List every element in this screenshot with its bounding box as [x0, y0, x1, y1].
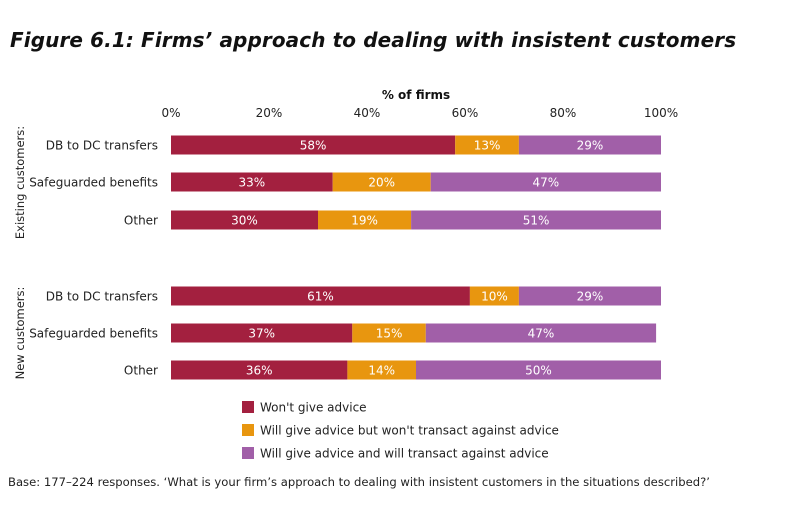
bar-segment: [171, 286, 470, 306]
legend-label: Won't give advice: [260, 401, 367, 415]
bar-data-label: 33%: [239, 176, 266, 190]
bar-segment: [352, 323, 426, 343]
bar-segment: [332, 172, 431, 192]
bar-data-label: 47%: [528, 327, 555, 341]
bar-data-label: 10%: [481, 290, 508, 304]
x-axis-title: % of firms: [382, 88, 450, 102]
bar-data-label: 29%: [577, 139, 604, 153]
x-tick-label: 100%: [644, 106, 678, 120]
figure-title: Figure 6.1: Firms’ approach to dealing w…: [10, 28, 737, 52]
bar-data-label: 50%: [525, 364, 552, 378]
bar-segment: [347, 360, 416, 380]
bar-data-label: 36%: [246, 364, 273, 378]
category-label: DB to DC transfers: [46, 290, 158, 304]
bar-segment: [411, 210, 661, 230]
category-label: DB to DC transfers: [46, 139, 158, 153]
legend-label: Will give advice but won't transact agai…: [260, 424, 559, 438]
bar-segment: [518, 135, 661, 155]
bar-segment: [469, 286, 519, 306]
bar-segment: [171, 323, 353, 343]
stacked-bar-chart: % of firms 0% 20% 40% 60% 80% 100% Existing c…: [13, 88, 678, 461]
category-label: Other: [124, 214, 158, 228]
bars: 58% 13% 29% 33% 20% 47% 30% 19% 51% 61% 10% 29% 37% 1…: [171, 135, 661, 380]
bar-segment: [171, 360, 348, 380]
legend-swatch: [242, 447, 254, 459]
bar-segment: [171, 135, 456, 155]
category-label: Safeguarded benefits: [29, 327, 158, 341]
bar-data-label: 20%: [368, 176, 395, 190]
x-tick-label: 20%: [256, 106, 283, 120]
bar-data-label: 47%: [533, 176, 560, 190]
category-label: Other: [124, 364, 158, 378]
group-label: New customers:: [13, 287, 27, 380]
bar-data-label: 14%: [368, 364, 395, 378]
x-tick-label: 80%: [550, 106, 577, 120]
bar-data-label: 13%: [474, 139, 501, 153]
bar-data-label: 29%: [577, 290, 604, 304]
bar-data-label: 61%: [307, 290, 334, 304]
legend: Won't give advice Will give advice but wo…: [242, 401, 559, 461]
bar-data-label: 37%: [248, 327, 275, 341]
legend-label: Will give advice and will transact again…: [260, 447, 549, 461]
base-note: Base: 177–224 responses. ‘What is your f…: [8, 475, 710, 489]
bar-segment: [425, 323, 657, 343]
bar-data-label: 15%: [376, 327, 403, 341]
bar-data-label: 51%: [523, 214, 550, 228]
x-tick-label: 40%: [354, 106, 381, 120]
x-tick-label: 60%: [452, 106, 479, 120]
bar-segment: [518, 286, 661, 306]
bar-segment: [318, 210, 412, 230]
bar-segment: [455, 135, 519, 155]
bar-data-label: 30%: [231, 214, 258, 228]
bar-data-label: 58%: [300, 139, 327, 153]
bar-data-label: 19%: [351, 214, 378, 228]
bar-segment: [416, 360, 661, 380]
legend-swatch: [242, 401, 254, 413]
legend-swatch: [242, 424, 254, 436]
bar-segment: [171, 210, 318, 230]
x-axis-ticks: 0% 20% 40% 60% 80% 100%: [161, 106, 678, 120]
x-tick-label: 0%: [161, 106, 180, 120]
category-labels: DB to DC transfers Safeguarded benefits Ot…: [29, 139, 158, 378]
category-label: Safeguarded benefits: [29, 176, 158, 190]
bar-segment: [171, 172, 333, 192]
bar-segment: [430, 172, 661, 192]
group-labels: Existing customers: New customers:: [13, 126, 27, 380]
group-label: Existing customers:: [13, 126, 27, 239]
